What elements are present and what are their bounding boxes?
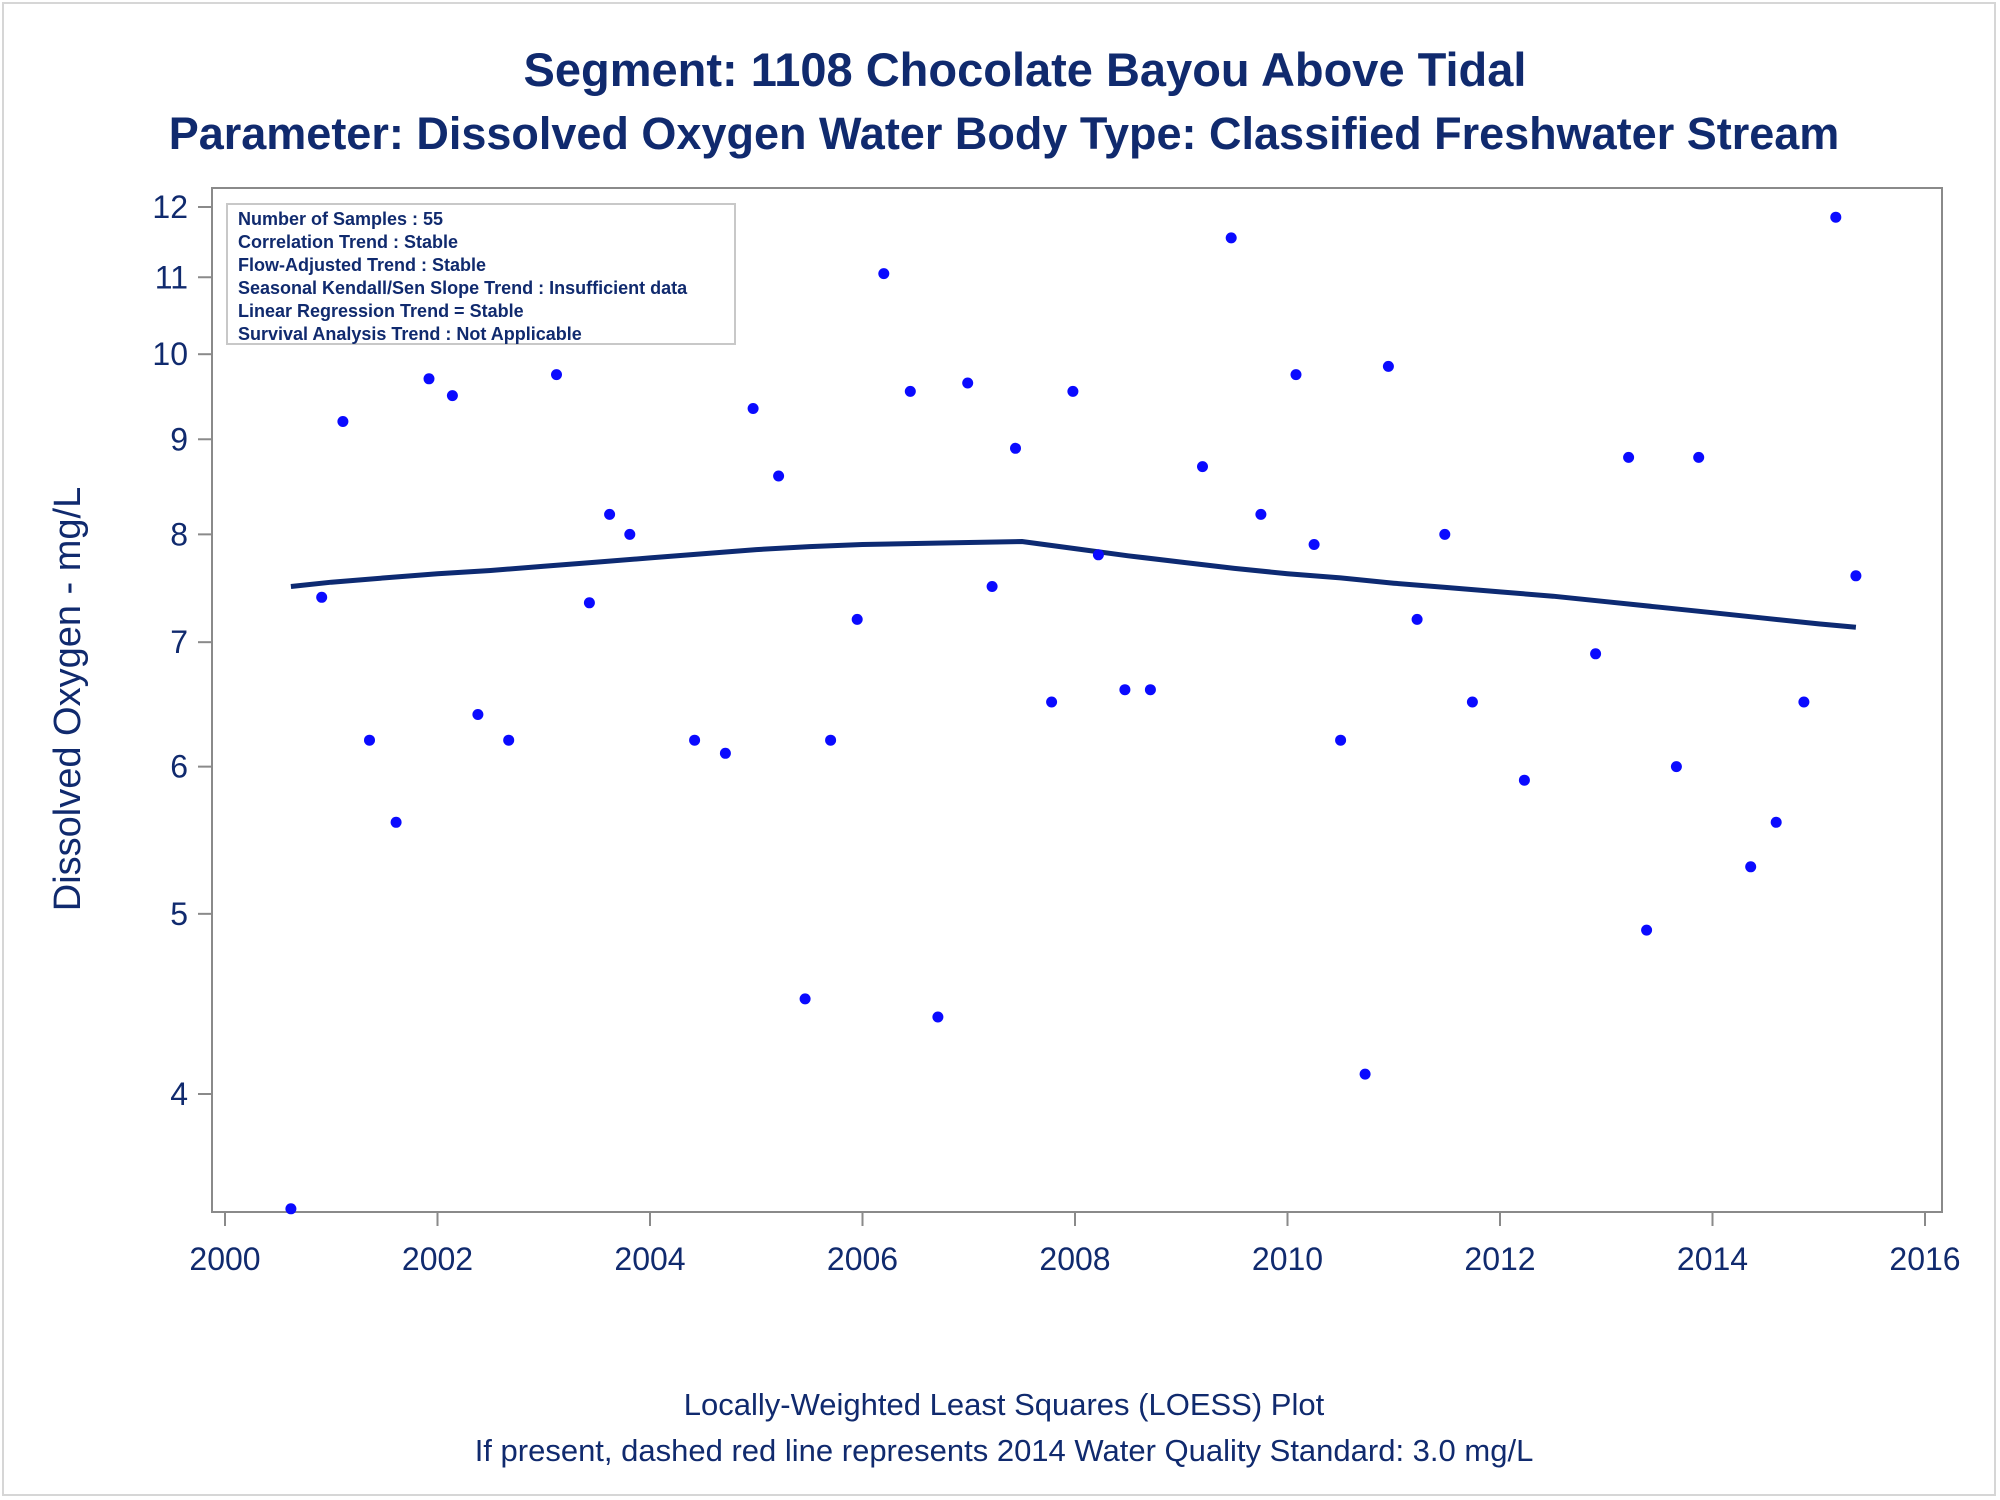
data-point [1010,442,1021,454]
info-box-border [226,203,736,345]
data-point [932,1011,944,1023]
x-tick-label: 2004 [614,1241,685,1277]
data-point [1518,774,1530,786]
chart-title: Segment: 1108 Chocolate Bayou Above Tida… [524,43,1527,96]
data-point [446,390,458,402]
data-point [1308,539,1320,550]
chart-subtitle: Parameter: Dissolved Oxygen Water Body T… [169,108,1840,159]
data-point [1144,684,1156,696]
y-tick-label: 10 [152,336,188,372]
info-box: Number of Samples : 55 Correlation Trend… [226,203,736,345]
data-point [1745,861,1757,873]
x-tick-label: 2000 [189,1241,260,1277]
info-flow-adjusted-trend: Flow-Adjusted Trend : Stable [238,255,486,275]
data-point [1359,1068,1371,1080]
loess-line [290,539,1857,630]
data-point [904,385,916,397]
data-point [1623,451,1635,463]
x-tick-label: 2002 [402,1241,473,1277]
y-tick-label: 5 [170,896,188,932]
info-linear-regression-trend: Linear Regression Trend = Stable [238,301,524,321]
y-tick-label: 11 [155,259,188,295]
data-point [1590,648,1602,660]
y-tick-label: 8 [170,516,188,552]
data-points [285,204,1862,1215]
y-tick-label: 4 [170,1076,188,1112]
data-point [773,470,785,482]
data-point [1641,924,1653,936]
data-point [1411,613,1423,625]
data-point [551,369,562,381]
data-point [604,508,616,520]
x-tick-label: 2006 [827,1241,898,1277]
data-point [1798,696,1810,708]
data-point [1067,385,1079,397]
x-axis: 2000 2002 2004 2006 2008 2010 2012 2014 2016 [189,1212,1961,1277]
plot-area [211,187,1943,1213]
data-point [1670,761,1682,773]
data-point [364,734,375,746]
data-point [1119,684,1131,696]
x-tick-label: 2016 [1889,1241,1960,1277]
data-point [1830,211,1842,223]
data-point [472,709,484,720]
data-point [747,403,759,414]
footnote-loess: Locally-Weighted Least Squares (LOESS) P… [684,1387,1325,1422]
data-point [1225,232,1237,244]
data-point [423,373,435,385]
data-point [851,613,863,625]
data-point [1382,360,1394,372]
data-point [719,747,731,759]
data-point [962,377,974,389]
data-point [1466,696,1478,708]
data-point [986,581,998,592]
info-sample-count: Number of Samples : 55 [238,209,443,229]
data-point [624,528,636,540]
x-tick-label: 2012 [1464,1241,1535,1277]
data-point [503,734,515,746]
data-point [689,734,701,746]
data-point [337,416,349,427]
data-point [1335,734,1347,746]
y-axis: 4 5 6 7 8 9 10 11 12 [152,189,212,1112]
footnote-standard: If present, dashed red line represents 2… [475,1433,1534,1468]
y-tick-label: 9 [170,421,188,457]
loess-curve [290,539,1857,630]
y-axis-label: Dissolved Oxygen - mg/L [47,487,89,912]
data-point [316,591,328,603]
data-point [1046,696,1058,708]
data-point [1693,451,1705,463]
y-tick-label: 6 [170,749,188,785]
data-point [878,268,890,280]
y-tick-label: 12 [152,189,188,225]
x-tick-label: 2014 [1677,1241,1748,1277]
info-correlation-trend: Correlation Trend : Stable [238,232,458,252]
y-tick-label: 7 [170,624,188,660]
data-point [1197,461,1208,473]
data-point [583,597,595,609]
info-seasonal-kendall-trend: Seasonal Kendall/Sen Slope Trend : Insuf… [238,278,688,298]
data-point [1770,816,1782,828]
data-point [285,1203,297,1215]
x-tick-label: 2010 [1252,1241,1323,1277]
data-point [799,993,811,1005]
data-point [825,734,837,746]
data-point [1290,369,1302,381]
data-point [1255,508,1267,520]
data-point [1850,570,1862,582]
chart-svg: Segment: 1108 Chocolate Bayou Above Tida… [47,43,1961,1468]
data-point [390,816,402,828]
data-point [1439,528,1451,540]
data-point [1092,549,1104,561]
x-tick-label: 2008 [1039,1241,1110,1277]
info-survival-analysis-trend: Survival Analysis Trend : Not Applicable [238,324,582,344]
